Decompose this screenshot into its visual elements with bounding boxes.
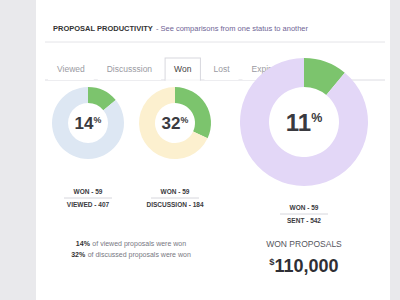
donut-chart: 32% WON - 59 DISCUSSION - 184 xyxy=(139,87,211,208)
center-label-number: 14 xyxy=(75,114,94,133)
tab[interactable]: Lost xyxy=(204,58,238,80)
donut-stat: DISCUSSION - 184 xyxy=(146,201,203,208)
center-label: 32% xyxy=(162,114,189,133)
donut-stat: WON - 59 xyxy=(74,188,103,195)
card xyxy=(36,0,390,300)
tab-label[interactable]: Lost xyxy=(213,64,230,74)
center-label-number: 11 xyxy=(286,109,311,136)
donut-slice xyxy=(240,58,368,186)
header-subtitle: - See comparisons from one status to ano… xyxy=(156,24,309,33)
donut-stat: WON - 59 xyxy=(290,204,319,211)
header-title: PROPOSAL PRODUCTIVITY xyxy=(53,24,153,33)
donut-slices xyxy=(52,87,124,159)
tab-label[interactable]: Viewed xyxy=(57,64,85,74)
total-value: $110,000 xyxy=(269,256,338,276)
total-label: WON PROPOSALS xyxy=(266,239,342,249)
total: WON PROPOSALS $110,000 xyxy=(266,239,342,276)
donut-stat: VIEWED - 407 xyxy=(67,201,110,208)
stat-divider xyxy=(64,198,112,199)
summary-text: of viewed proposals were won xyxy=(92,240,186,248)
center-label-suffix: % xyxy=(311,111,322,125)
tab-box[interactable] xyxy=(48,58,94,80)
center-label-suffix: % xyxy=(181,115,189,125)
donut-chart: 14% WON - 59 VIEWED - 407 xyxy=(52,87,124,208)
header-divider xyxy=(45,42,385,43)
tab-label[interactable]: Discusssion xyxy=(107,64,153,74)
summary-number: 32% xyxy=(71,251,86,258)
tab-box[interactable] xyxy=(98,58,161,80)
total-value-number: 110,000 xyxy=(275,256,339,276)
donut-slice xyxy=(52,87,124,159)
summary: 14%of viewed proposals were won 32%of dis… xyxy=(71,240,191,259)
donut-slice xyxy=(139,87,208,159)
center-label: 14% xyxy=(75,114,102,133)
donut-slices xyxy=(240,58,368,186)
tabs: ViewedDiscusssionWonLostExpired xyxy=(48,58,289,80)
tab[interactable]: Won xyxy=(165,58,200,80)
tab[interactable]: Viewed xyxy=(48,58,94,80)
tab-label[interactable]: Won xyxy=(174,64,192,74)
stat-divider xyxy=(280,214,328,215)
stat-divider xyxy=(151,198,199,199)
tab-box[interactable] xyxy=(204,58,238,80)
header: PROPOSAL PRODUCTIVITY- See comparisons f… xyxy=(53,24,309,33)
center-label: 11% xyxy=(286,109,322,136)
summary-text: of discussed proposals were won xyxy=(88,251,191,259)
canvas: PROPOSAL PRODUCTIVITY- See comparisons f… xyxy=(0,0,400,300)
tab[interactable]: Discusssion xyxy=(98,58,161,80)
center-label-suffix: % xyxy=(94,115,102,125)
donut-chart: 11% WON - 59 SENT - 542 xyxy=(240,58,368,224)
donut-stat: SENT - 542 xyxy=(287,217,321,224)
center-label-number: 32 xyxy=(162,114,181,133)
donut-stat: WON - 59 xyxy=(161,188,190,195)
tab-box[interactable] xyxy=(165,58,200,80)
summary-line: 14%of viewed proposals were won xyxy=(76,240,186,248)
summary-line: 32%of discussed proposals were won xyxy=(71,251,191,259)
donut-slices xyxy=(139,87,211,159)
tab-gap xyxy=(166,79,200,81)
summary-number: 14% xyxy=(76,240,91,247)
